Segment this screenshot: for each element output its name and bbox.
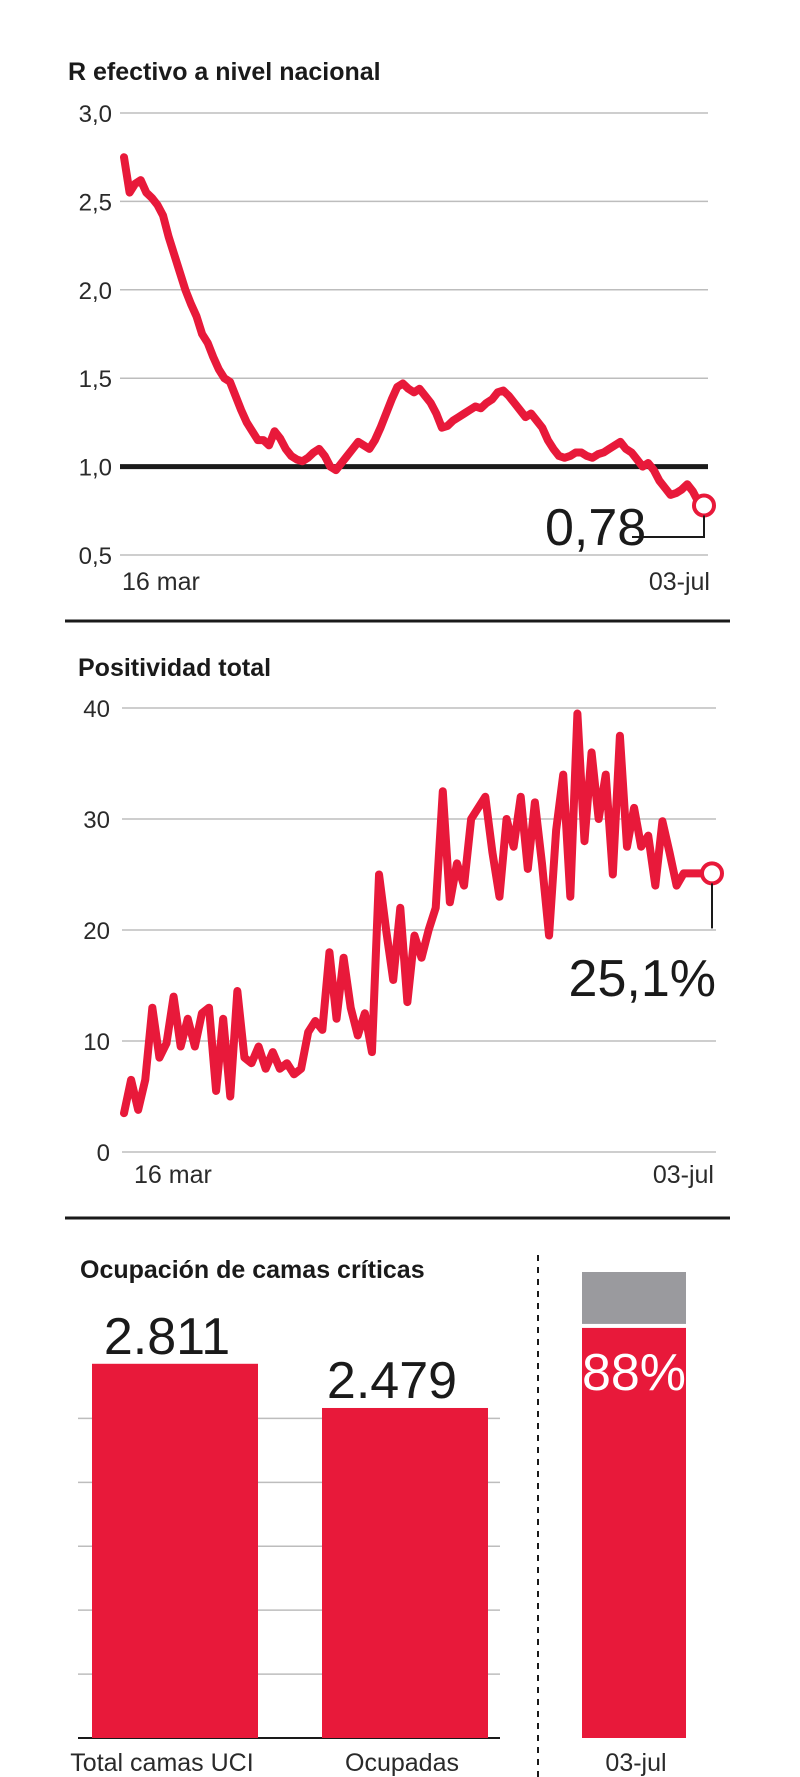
r-last-point-marker (692, 493, 716, 518)
positividad-chart: Positividad total 40 30 20 10 0 25,1% 16 mar… (78, 654, 724, 1189)
r-chart-title: R efectivo a nivel nacional (68, 58, 381, 86)
pos-x-start-label: 16 mar (134, 1161, 212, 1189)
bar-total-value-label: 2.811 (104, 1308, 230, 1366)
r-gridlines (120, 112, 708, 556)
bar-ocupadas-category-label: Ocupadas (345, 1749, 459, 1777)
r-y-tick-label: 1,5 (79, 366, 112, 393)
bar-ocupadas (322, 1407, 488, 1738)
r-efectivo-chart: R efectivo a nivel nacional 3,0 2,5 2,0 1,5… (68, 58, 716, 596)
stacked-bar-free-segment (582, 1272, 686, 1324)
pos-y-tick-label: 40 (83, 696, 110, 723)
camas-chart-title: Ocupación de camas críticas (80, 1256, 425, 1284)
r-series-line (120, 153, 708, 510)
r-y-tick-label: 0,5 (79, 543, 112, 570)
pos-x-end-label: 03-jul (653, 1161, 714, 1189)
bar-total-category-label: Total camas UCI (70, 1749, 253, 1777)
pos-last-value-label: 25,1% (569, 950, 716, 1008)
r-y-tick-labels: 3,0 2,5 2,0 1,5 1,0 0,5 (79, 101, 112, 570)
r-x-end-label: 03-jul (649, 568, 710, 596)
pos-y-tick-label: 10 (83, 1029, 110, 1056)
r-y-tick-label: 2,5 (79, 189, 112, 216)
camas-chart: Ocupación de camas críticas 2.811 2.479 … (70, 1255, 686, 1777)
r-x-start-label: 16 mar (122, 568, 200, 596)
pos-y-tick-label: 0 (97, 1140, 110, 1167)
bar-total-camas-uci (92, 1363, 258, 1738)
stacked-bar-percent-label: 88% (582, 1344, 686, 1402)
r-leader-line (632, 515, 705, 538)
stacked-bar-occupied-segment (582, 1327, 686, 1738)
r-y-tick-label: 3,0 (79, 101, 112, 128)
pos-series-line (120, 709, 716, 1118)
bar-ocupadas-value-label: 2.479 (327, 1352, 457, 1410)
pos-gridlines (122, 707, 716, 1153)
pos-chart-title: Positividad total (78, 654, 271, 682)
stacked-bar-date-label: 03-jul (605, 1749, 666, 1777)
pos-y-tick-label: 30 (83, 807, 110, 834)
r-y-tick-label: 1,0 (79, 455, 112, 482)
r-last-value-label: 0,78 (545, 499, 646, 557)
pos-y-tick-label: 20 (83, 918, 110, 945)
pos-last-point-marker (700, 861, 724, 886)
pos-y-tick-labels: 40 30 20 10 0 (83, 696, 110, 1167)
r-y-tick-label: 2,0 (79, 278, 112, 305)
